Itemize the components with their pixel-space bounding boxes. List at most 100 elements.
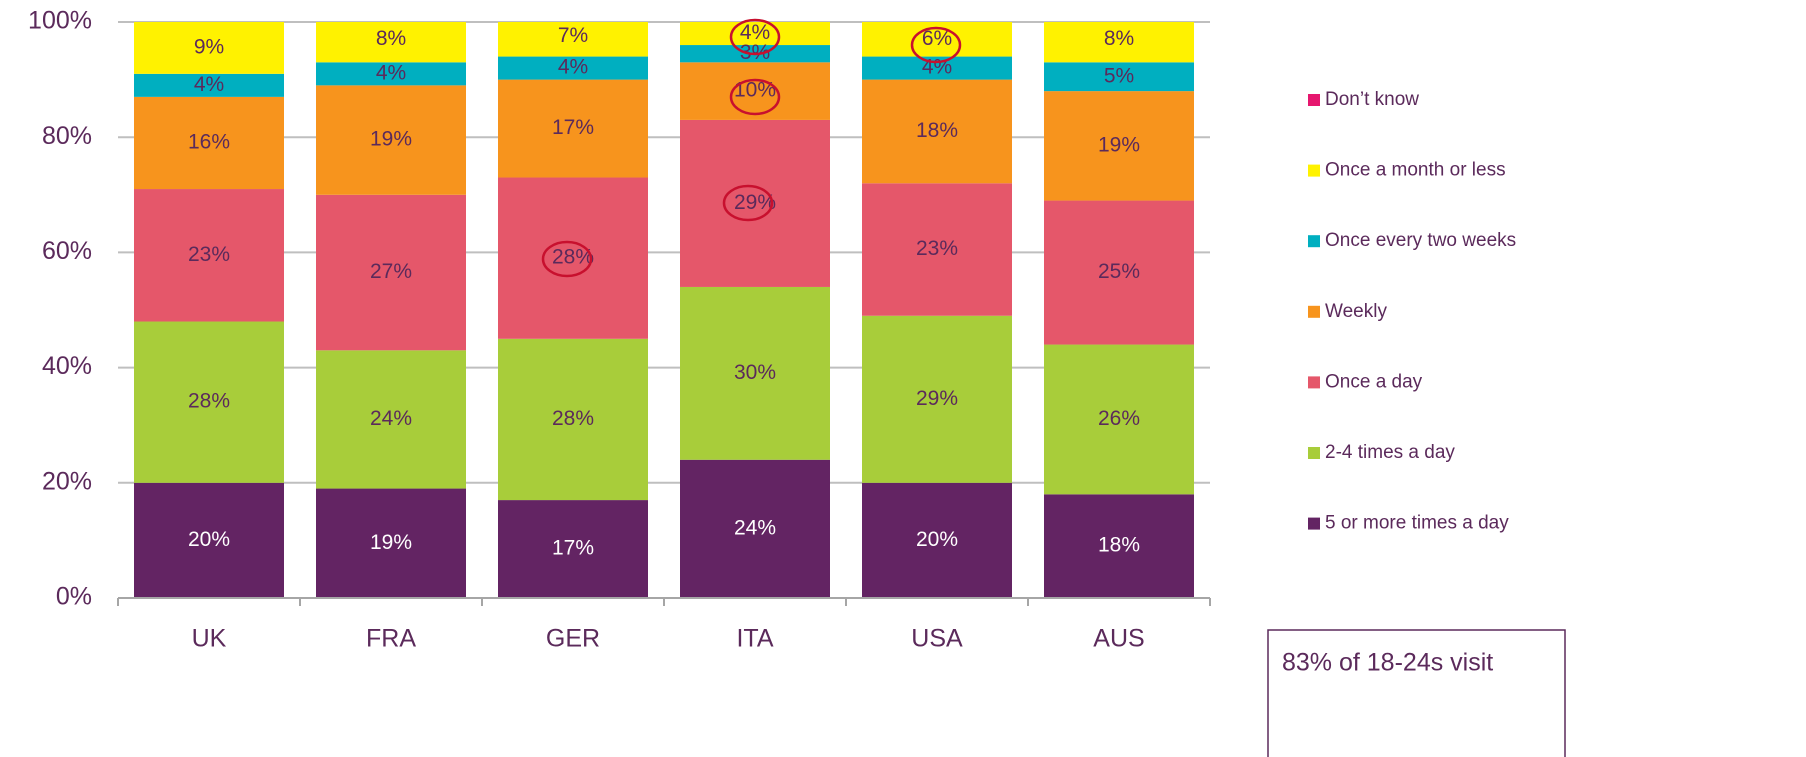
bar-segment [680, 62, 830, 120]
bar-segment [862, 79, 1012, 184]
x-tick-label: UK [192, 625, 227, 653]
data-label: 25% [1098, 260, 1140, 283]
data-label: 4% [376, 61, 406, 84]
data-label: 29% [916, 387, 958, 410]
bar-segment [680, 119, 830, 287]
bar-segment [1044, 200, 1194, 345]
data-label: 23% [188, 243, 230, 266]
data-label: 30% [734, 361, 776, 384]
highlight [729, 78, 781, 116]
data-label: 23% [916, 237, 958, 260]
x-tick-label: GER [546, 625, 600, 653]
x-tick-label: ITA [736, 625, 773, 653]
data-label: 18% [916, 119, 958, 142]
bar-segment [134, 482, 284, 598]
data-label: 19% [370, 128, 412, 151]
legend-label: Once a month or less [1325, 160, 1506, 181]
bar-segment [862, 482, 1012, 598]
data-label: 5% [1104, 64, 1134, 87]
bar-segment [498, 56, 648, 80]
data-label: 19% [1098, 133, 1140, 156]
data-label: 27% [370, 260, 412, 283]
legend-swatch [1308, 235, 1320, 248]
bar-segment [498, 79, 648, 178]
data-label: 29% [734, 191, 776, 214]
y-tick-label: 0% [56, 583, 92, 611]
data-label: 20% [188, 528, 230, 551]
bar-segment [680, 286, 830, 460]
data-label: 8% [1104, 27, 1134, 50]
legend-swatch [1308, 164, 1320, 177]
grid [117, 21, 1211, 606]
data-label: 6% [922, 27, 952, 50]
highlight [541, 240, 593, 278]
labels: 0% 20% 40% 60% 80% 100% UK 20% 28% 23% 16% 4% 9% FRA 1… [28, 7, 1516, 653]
legend-swatch [1308, 94, 1320, 106]
bar-segment [498, 338, 648, 501]
bars [134, 22, 1194, 598]
x-tick-label: USA [911, 625, 963, 653]
data-label: 28% [188, 390, 230, 413]
bar-segment [862, 183, 1012, 316]
data-label: 9% [194, 35, 224, 58]
legend-swatch [1308, 376, 1320, 389]
data-label: 10% [734, 79, 776, 102]
bar-segment [1044, 62, 1194, 92]
bar-segment [862, 315, 1012, 483]
legend-swatch [1308, 447, 1320, 459]
bar-segment [680, 459, 830, 598]
highlight [722, 184, 774, 222]
data-label: 17% [552, 116, 594, 139]
y-tick-label: 80% [42, 122, 92, 150]
data-label: 3% [740, 41, 770, 64]
data-label: 4% [740, 21, 770, 44]
bar-segment [134, 96, 284, 190]
annotation-box [1267, 629, 1566, 757]
data-label: 24% [734, 516, 776, 539]
bar-segment [316, 22, 466, 63]
bar-segment [1044, 494, 1194, 598]
data-label: 7% [558, 24, 588, 47]
legend-label: 5 or more times a day [1325, 513, 1509, 534]
legend-label: Weekly [1325, 301, 1387, 322]
bar-segment [862, 56, 1012, 80]
bar-segment [134, 22, 284, 74]
bar-segment [316, 62, 466, 86]
bar-segment [134, 321, 284, 483]
bar-segment [316, 350, 466, 489]
data-label: 17% [552, 537, 594, 560]
data-label: 19% [370, 531, 412, 554]
annotation: 83% of 18-24s visit [1282, 649, 1493, 677]
data-label: 16% [188, 131, 230, 154]
data-label: 4% [194, 73, 224, 96]
legend-label: 2-4 times a day [1325, 442, 1455, 463]
data-label: 8% [376, 27, 406, 50]
data-label: 28% [552, 407, 594, 430]
bar-segment [498, 500, 648, 598]
y-tick-label: 20% [42, 467, 92, 495]
bar-segment [316, 488, 466, 598]
y-tick-label: 60% [42, 237, 92, 265]
legend-label: Once every two weeks [1325, 230, 1516, 251]
legend-label: Don’t know [1325, 89, 1419, 110]
bar-segment [1044, 22, 1194, 63]
bar-segment [134, 73, 284, 97]
legend-swatch [1308, 305, 1320, 318]
bar-segment [1044, 91, 1194, 201]
bar-segment [498, 22, 648, 57]
data-label: 26% [1098, 407, 1140, 430]
bar-segment [498, 177, 648, 339]
data-label: 24% [370, 407, 412, 430]
highlight [910, 26, 962, 64]
legend-swatch [1308, 517, 1320, 530]
data-label: 4% [558, 56, 588, 79]
x-tick-label: FRA [366, 625, 416, 653]
data-label: 18% [1098, 534, 1140, 557]
bar-segment [134, 189, 284, 322]
bar-segment [680, 22, 830, 46]
data-label: 28% [552, 246, 594, 269]
highlight [729, 18, 781, 56]
y-tick-label: 100% [28, 7, 92, 35]
data-label: 20% [916, 528, 958, 551]
